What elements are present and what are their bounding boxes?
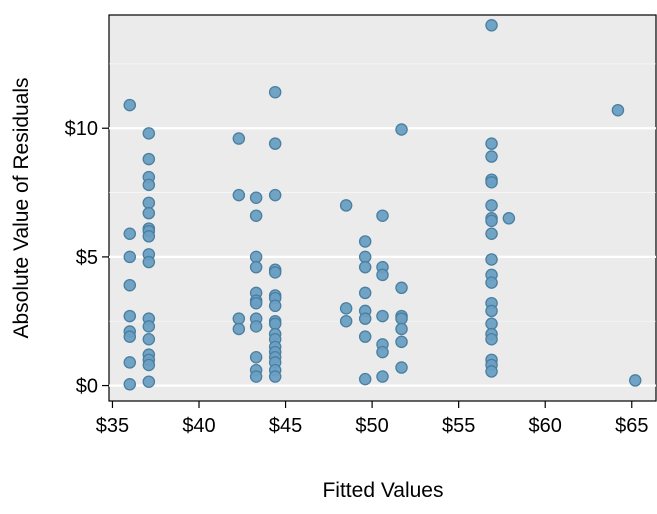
y-axis: $0 $5 $10 xyxy=(65,118,109,398)
data-point xyxy=(123,278,137,292)
data-point xyxy=(395,281,408,295)
data-point xyxy=(485,317,498,331)
data-point xyxy=(268,266,282,279)
data-point xyxy=(395,322,408,336)
y-tick-label: $10 xyxy=(65,118,98,140)
data-point xyxy=(249,296,263,310)
data-point xyxy=(339,302,353,315)
data-point xyxy=(358,235,372,248)
data-point xyxy=(123,356,137,369)
data-point xyxy=(232,312,246,325)
plot-panel xyxy=(108,14,657,402)
x-tick-label: $65 xyxy=(615,415,648,437)
data-point xyxy=(142,196,156,210)
data-point xyxy=(232,188,246,202)
data-point xyxy=(395,123,408,136)
data-point xyxy=(485,150,498,163)
y-tick-label: $0 xyxy=(76,376,98,398)
data-point xyxy=(142,206,156,220)
x-tick-label: $55 xyxy=(442,415,475,437)
data-point xyxy=(142,358,156,372)
data-point xyxy=(376,268,389,282)
data-point xyxy=(376,345,389,359)
data-point xyxy=(485,253,498,266)
data-point xyxy=(485,214,498,228)
data-point xyxy=(485,332,498,346)
data-point xyxy=(249,250,263,264)
data-point xyxy=(123,309,137,323)
data-point xyxy=(485,199,498,212)
data-point xyxy=(142,375,156,388)
data-point xyxy=(268,299,282,313)
grid-lines xyxy=(109,63,656,387)
data-point xyxy=(123,330,137,343)
data-point xyxy=(339,314,353,328)
y-axis-title: Absolute Value of Residuals xyxy=(10,77,33,338)
data-point xyxy=(358,286,372,300)
data-point xyxy=(628,374,642,387)
data-point xyxy=(376,370,389,383)
data-point xyxy=(485,365,498,378)
data-point xyxy=(142,230,156,243)
data-point xyxy=(142,178,156,192)
data-point xyxy=(358,250,372,264)
x-tick-label: $35 xyxy=(96,415,129,437)
data-point xyxy=(142,255,156,269)
data-point xyxy=(249,209,263,222)
data-point xyxy=(232,132,246,145)
data-point xyxy=(249,351,263,364)
y-tick-label: $5 xyxy=(76,247,98,269)
x-tick-label: $50 xyxy=(355,415,388,437)
data-point xyxy=(123,250,137,264)
data-point xyxy=(142,320,156,333)
data-point xyxy=(268,317,282,331)
data-point xyxy=(142,127,156,140)
data-point xyxy=(123,227,137,240)
x-axis: $35 $40 $45 $50 $55 $60 $65 xyxy=(96,401,648,437)
data-point xyxy=(485,227,498,240)
data-point xyxy=(249,320,263,333)
data-point xyxy=(339,199,353,212)
data-point xyxy=(376,309,389,323)
data-point xyxy=(249,191,263,204)
data-point xyxy=(376,209,389,222)
data-point xyxy=(123,98,137,112)
data-point xyxy=(142,332,156,346)
data-point xyxy=(232,322,246,336)
x-tick-label: $45 xyxy=(269,415,302,437)
data-point xyxy=(611,103,625,117)
data-point xyxy=(249,260,263,274)
x-axis-title: Fitted Values xyxy=(322,479,443,502)
data-point xyxy=(358,260,372,274)
data-point xyxy=(395,312,408,325)
data-point xyxy=(268,188,282,202)
data-point xyxy=(395,361,408,374)
data-point xyxy=(485,276,498,289)
data-point xyxy=(395,335,408,349)
data-point xyxy=(485,304,498,318)
data-point xyxy=(485,176,498,189)
data-point xyxy=(268,85,282,99)
data-point xyxy=(485,137,498,150)
data-point xyxy=(268,370,282,383)
data-point xyxy=(268,137,282,150)
data-point xyxy=(358,312,372,325)
data-point xyxy=(142,152,156,166)
data-point xyxy=(249,370,263,383)
x-tick-label: $60 xyxy=(529,415,562,437)
data-point xyxy=(358,372,372,386)
data-points xyxy=(123,19,642,391)
x-tick-label: $40 xyxy=(182,415,215,437)
data-point xyxy=(358,330,372,343)
data-point xyxy=(123,378,137,391)
data-point xyxy=(502,212,516,225)
data-point xyxy=(485,19,498,32)
